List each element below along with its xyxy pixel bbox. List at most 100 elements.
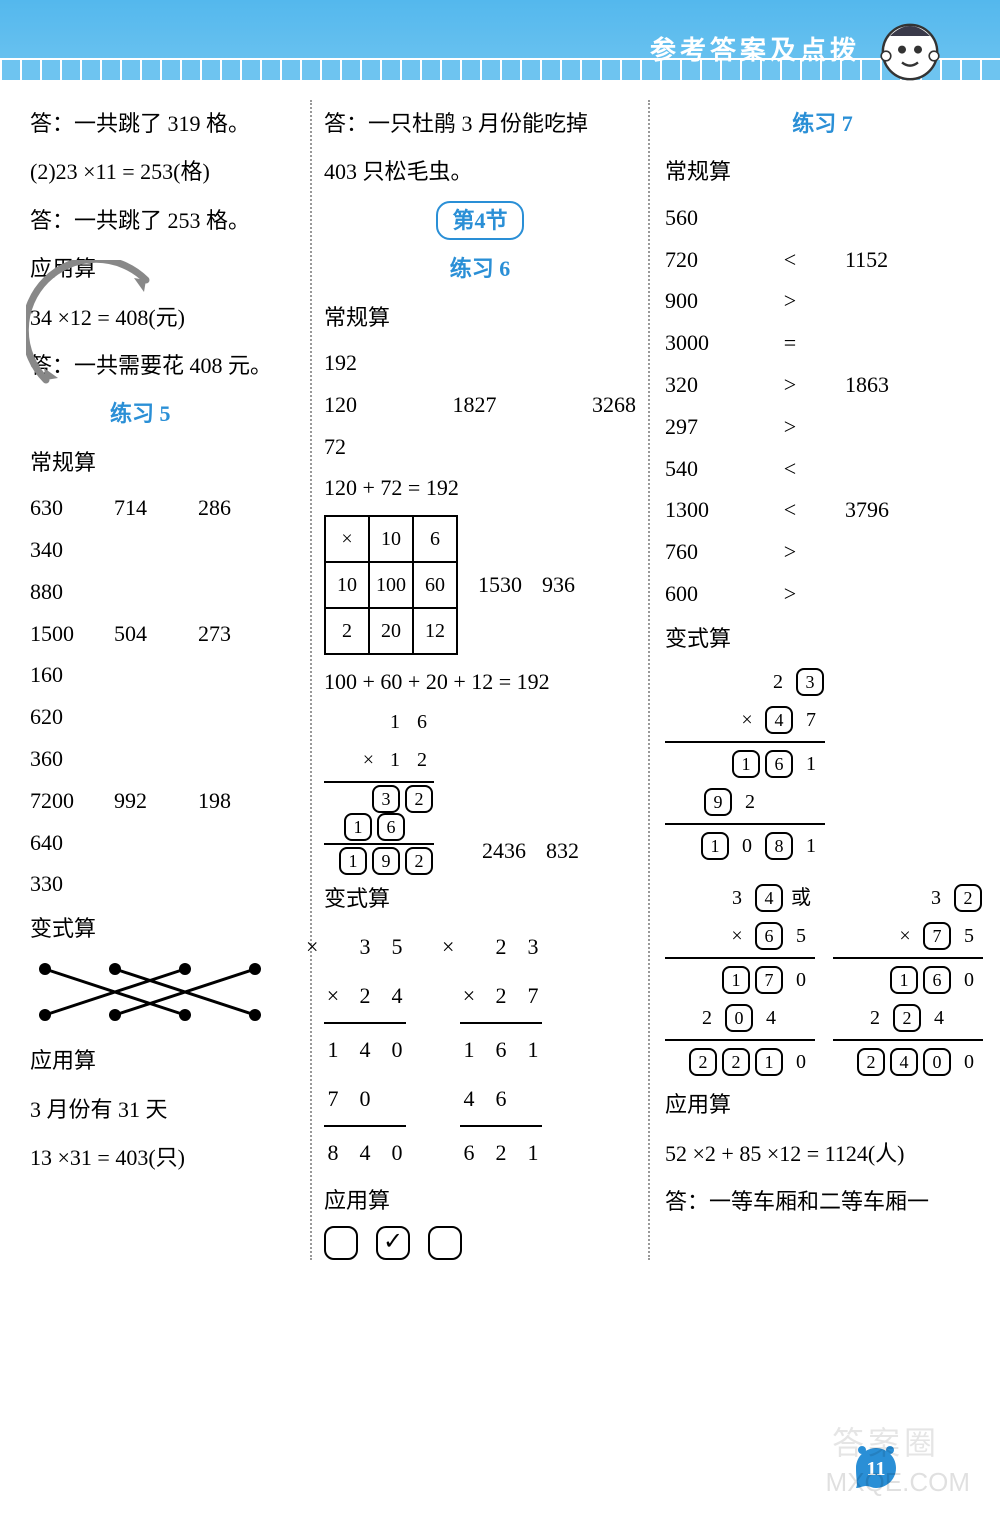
operator: = [775, 322, 805, 364]
value: 360 [30, 738, 90, 780]
operator: < [775, 489, 805, 531]
value: 992 [114, 780, 174, 822]
value [114, 696, 174, 738]
operator: > [775, 573, 805, 615]
value: 720 [665, 239, 735, 281]
comparison-row: 760 > [665, 531, 980, 573]
watermark-text: MXQE.COM [826, 1467, 970, 1498]
practice-heading: 练习 6 [324, 245, 636, 293]
content-columns: 答：一共跳了 319 格。 (2)23 ×11 = 253(格) 答：一共跳了 … [0, 80, 1000, 1260]
answer-text: 答：一共跳了 319 格。 [30, 100, 300, 148]
grid-cell: 10 [369, 516, 413, 562]
page-header: 参考答案及点拨 [0, 0, 1000, 80]
column-1: 答：一共跳了 319 格。 (2)23 ×11 = 253(格) 答：一共跳了 … [30, 100, 310, 1260]
value: 560 [665, 197, 735, 239]
vertical-mult-a: 35×2414070840× [324, 923, 406, 1177]
answer-text: 答：一等车厢和二等车厢一 [665, 1178, 980, 1226]
value [198, 571, 258, 613]
value: 620 [30, 696, 90, 738]
checkbox-row: ✓ [324, 1226, 636, 1260]
value-row: 1500504273 [30, 613, 300, 655]
text-line: 3 月份有 31 天 [30, 1086, 300, 1134]
value [198, 863, 258, 905]
value [114, 654, 174, 696]
value-row: 630 714 286 [30, 487, 300, 529]
value: 286 [198, 487, 258, 529]
value: 1300 [665, 489, 735, 531]
comparison-rows: 560720<1152900>3000=320>1863297>540<1300… [665, 197, 980, 615]
value: 72 [324, 426, 636, 468]
value: 160 [30, 654, 90, 696]
equation-text: 34 ×12 = 408(元) [30, 294, 300, 342]
value: 900 [665, 280, 735, 322]
grid-cell: 100 [369, 562, 413, 608]
vertical-mult-b: 23×2716146621× [460, 923, 542, 1177]
section-label: 变式算 [665, 615, 980, 663]
value [114, 529, 174, 571]
operator: > [775, 364, 805, 406]
value: 320 [665, 364, 735, 406]
value: 3268 [592, 384, 636, 426]
operator: > [775, 531, 805, 573]
value [114, 822, 174, 864]
comparison-row: 600 > [665, 573, 980, 615]
conventional-rows: 6307142863408801500504273160620360720099… [30, 487, 300, 905]
value: 1827 [453, 384, 497, 426]
section-4-pill: 第4节 [436, 201, 523, 240]
value: 540 [665, 448, 735, 490]
value-row: 620 [30, 696, 300, 738]
column-2: 答：一只杜鹃 3 月份能吃掉 403 只松毛虫。 第4节 练习 6 常规算 19… [310, 100, 650, 1260]
value-row: 360 [30, 738, 300, 780]
multiplication-grid: ×106101006022012 [324, 515, 458, 655]
cartoon-face-icon [870, 8, 950, 88]
section-label: 应用算 [30, 1037, 300, 1085]
value: 330 [30, 863, 90, 905]
value-row: 640 [30, 822, 300, 864]
practice-heading: 练习 5 [30, 390, 300, 438]
value-row: 120 1827 3268 [324, 384, 636, 426]
section-label: 应用算 [324, 1177, 636, 1225]
value: 3000 [665, 322, 735, 364]
answer-text: 答：一共跳了 253 格。 [30, 197, 300, 245]
value-row: 160 [30, 654, 300, 696]
grid-cell: 60 [413, 562, 457, 608]
variant-block-2b: 32×751602242400 [833, 879, 983, 1081]
operator: < [775, 239, 805, 281]
value: 273 [198, 613, 258, 655]
equation-text: (2)23 ×11 = 253(格) [30, 148, 300, 196]
value: 600 [665, 573, 735, 615]
value: 630 [30, 487, 90, 529]
variant-block-2a: 34或×651702042210 [665, 879, 815, 1081]
grid-cell: 6 [413, 516, 457, 562]
value-row: 7200992198 [30, 780, 300, 822]
value: 714 [114, 487, 174, 529]
grid-cell: 12 [413, 608, 457, 654]
value [114, 738, 174, 780]
value [198, 738, 258, 780]
section-label: 应用算 [30, 245, 300, 293]
section-label: 应用算 [665, 1081, 980, 1129]
checkbox [428, 1226, 462, 1260]
value: 760 [665, 531, 735, 573]
value: 198 [198, 780, 258, 822]
watermark-cn: 答案圈 [832, 1418, 940, 1464]
value [198, 822, 258, 864]
variant-mults: 35×2414070840× 23×2716146621× [324, 923, 636, 1177]
value [198, 654, 258, 696]
value-row: 330 [30, 863, 300, 905]
matching-diagram [30, 957, 280, 1027]
checkbox: ✓ [376, 1226, 410, 1260]
vertical-calc-row: 16×123216192 2436 832 [324, 703, 636, 875]
value [114, 571, 174, 613]
value: 192 [324, 342, 636, 384]
section-label: 变式算 [30, 905, 300, 953]
practice-heading: 练习 7 [665, 100, 980, 148]
section-label: 常规算 [665, 148, 980, 196]
equation-text: 100 + 60 + 20 + 12 = 192 [324, 661, 636, 703]
comparison-row: 1300<3796 [665, 489, 980, 531]
grid-cell: 10 [325, 562, 369, 608]
value: 120 [324, 384, 357, 426]
answer-text: 403 只松毛虫。 [324, 148, 636, 196]
value: 880 [30, 571, 90, 613]
value [114, 863, 174, 905]
